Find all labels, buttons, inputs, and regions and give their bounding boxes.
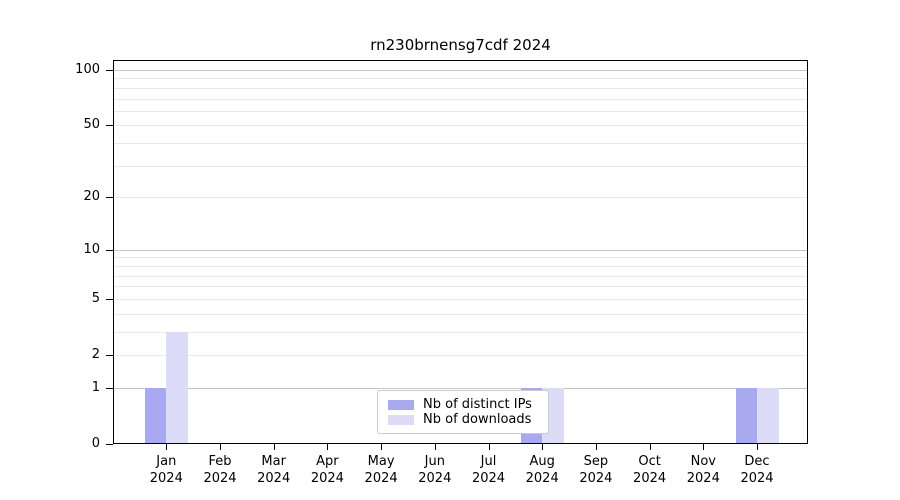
minor-gridline-90 bbox=[113, 78, 808, 80]
y-tick-mark-10 bbox=[106, 249, 113, 251]
minor-gridline-40 bbox=[113, 143, 808, 145]
legend-swatch-distinct-ips bbox=[388, 399, 414, 410]
bar-nb-of-distinct-ips-jan bbox=[144, 387, 167, 444]
minor-gridline-3 bbox=[113, 331, 808, 333]
x-tick-mark-may bbox=[381, 444, 383, 450]
minor-gridline-9 bbox=[113, 257, 808, 259]
legend: Nb of distinct IPs Nb of downloads bbox=[377, 390, 549, 434]
y-tick-label-100: 100 bbox=[75, 62, 100, 77]
x-tick-mark-apr bbox=[327, 444, 329, 450]
minor-gridline-8 bbox=[113, 265, 808, 267]
minor-gridline-50 bbox=[113, 125, 808, 127]
legend-label-distinct-ips: Nb of distinct IPs bbox=[423, 397, 532, 412]
x-tick-label-aug: Aug 2024 bbox=[525, 454, 559, 486]
x-tick-label-mar: Mar 2024 bbox=[257, 454, 291, 486]
minor-gridline-30 bbox=[113, 165, 808, 167]
y-tick-label-5: 5 bbox=[91, 290, 100, 306]
y-tick-label-0: 0 bbox=[91, 436, 100, 451]
minor-gridline-6 bbox=[113, 286, 808, 288]
major-gridline-10 bbox=[113, 249, 808, 251]
minor-gridline-70 bbox=[113, 98, 808, 100]
x-tick-label-jan: Jan 2024 bbox=[149, 454, 183, 486]
y-tick-label-2: 2 bbox=[91, 347, 100, 362]
legend-label-downloads: Nb of downloads bbox=[423, 412, 532, 427]
plot-area: Nb of distinct IPs Nb of downloads bbox=[113, 60, 808, 444]
bars-layer bbox=[113, 60, 808, 444]
minor-gridline-20 bbox=[113, 197, 808, 199]
x-tick-label-nov: Nov 2024 bbox=[686, 454, 720, 486]
y-tick-mark-1 bbox=[106, 387, 113, 389]
x-tick-mark-jun bbox=[434, 444, 436, 450]
x-tick-label-jul: Jul 2024 bbox=[471, 454, 506, 486]
chart-title: rn230brnensg7cdf 2024 bbox=[370, 36, 551, 54]
y-tick-mark-50 bbox=[106, 125, 113, 127]
y-tick-mark-0 bbox=[106, 444, 113, 445]
x-tick-mark-jan bbox=[166, 444, 168, 450]
bar-nb-of-downloads-jan bbox=[166, 331, 188, 444]
y-tick-label-10: 10 bbox=[83, 241, 100, 257]
y-tick-mark-100 bbox=[106, 70, 113, 71]
legend-item-distinct-ips: Nb of distinct IPs bbox=[388, 397, 538, 412]
x-tick-label-oct: Oct 2024 bbox=[633, 454, 667, 486]
minor-gridline-60 bbox=[113, 110, 808, 112]
legend-item-downloads: Nb of downloads bbox=[388, 412, 538, 427]
y-tick-label-50: 50 bbox=[83, 117, 100, 133]
y-tick-label-20: 20 bbox=[83, 189, 100, 205]
x-tick-label-jun: Jun 2024 bbox=[418, 454, 452, 486]
minor-gridline-7 bbox=[113, 275, 808, 277]
x-tick-mark-dec bbox=[757, 444, 758, 450]
x-tick-mark-aug bbox=[542, 444, 544, 450]
bar-nb-of-distinct-ips-dec bbox=[735, 387, 757, 444]
x-tick-mark-sep bbox=[595, 444, 597, 450]
y-tick-mark-2 bbox=[106, 355, 113, 356]
legend-swatch-downloads bbox=[388, 414, 414, 425]
x-tick-label-sep: Sep 2024 bbox=[579, 454, 613, 486]
minor-gridline-2 bbox=[113, 355, 808, 356]
minor-gridline-4 bbox=[113, 313, 808, 315]
major-gridline-100 bbox=[113, 70, 808, 71]
x-tick-mark-nov bbox=[703, 444, 705, 450]
x-tick-label-dec: Dec 2024 bbox=[740, 454, 774, 486]
major-gridline-1 bbox=[113, 387, 808, 389]
bar-nb-of-downloads-dec bbox=[757, 387, 779, 444]
gridlines-layer bbox=[113, 60, 808, 444]
y-tick-mark-20 bbox=[106, 197, 113, 199]
minor-gridline-5 bbox=[113, 298, 808, 300]
x-tick-label-feb: Feb 2024 bbox=[203, 454, 237, 486]
x-tick-mark-feb bbox=[220, 444, 221, 450]
minor-gridline-80 bbox=[113, 87, 808, 89]
x-tick-label-apr: Apr 2024 bbox=[310, 454, 344, 486]
y-tick-mark-5 bbox=[106, 298, 113, 300]
x-tick-mark-jul bbox=[488, 444, 490, 450]
x-tick-label-may: May 2024 bbox=[364, 454, 398, 486]
x-tick-mark-oct bbox=[649, 444, 651, 450]
x-tick-mark-mar bbox=[273, 444, 275, 450]
y-tick-label-1: 1 bbox=[91, 379, 100, 395]
